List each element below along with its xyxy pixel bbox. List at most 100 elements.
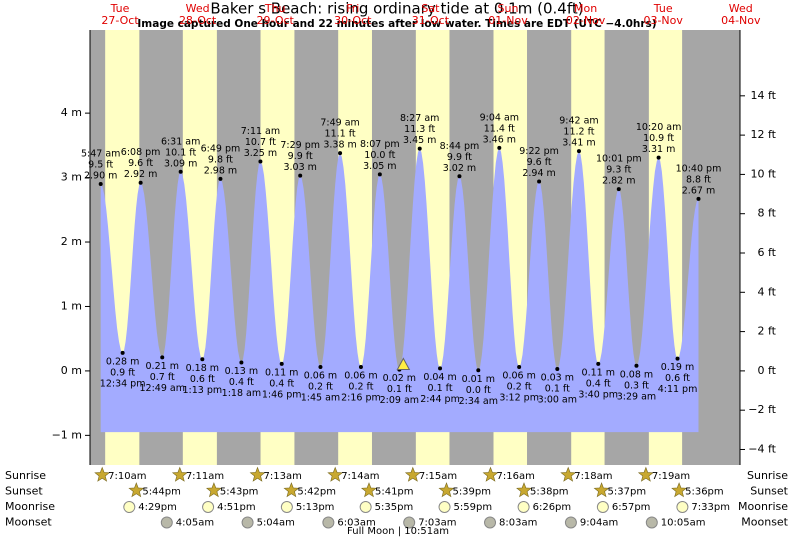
high-tide-label: 2.98 m [204,165,237,176]
sun-icon [206,482,222,498]
day-date: 01-Nov [488,14,528,27]
day-date: 31-Oct [412,14,450,27]
day-weekday: Tue [653,2,673,15]
day-date: 03-Nov [643,14,683,27]
moon-icon [676,501,689,513]
low-tide-point [555,366,560,371]
day-date: 30-Oct [334,14,372,27]
high-tide-label: 3.38 m [323,140,356,151]
event-time: 4:05am [176,518,214,529]
event-time: 5:13pm [296,502,335,513]
moon-icon [202,501,215,513]
y2-tick-label: 0 ft [758,364,777,377]
y2-tick-label: 2 ft [758,325,777,338]
low-tide-label: 2:16 pm [341,393,381,404]
low-tide-label: 0.3 ft [624,380,649,391]
y-tick-label: 2 m [61,235,82,248]
event-time: 7:15am [419,471,457,482]
low-tide-label: 2:34 am [459,396,498,407]
low-tide-label: 0.2 ft [507,382,532,393]
y2-tick-label: 14 ft [751,89,777,102]
high-tide-point [616,187,621,192]
low-tide-point [596,361,601,366]
high-tide-point [377,172,382,177]
low-tide-label: 3:29 am [617,391,656,402]
high-tide-point [656,155,661,160]
high-tide-label: 3.05 m [363,161,396,172]
high-tide-label: 2.94 m [522,168,555,179]
high-tide-label: 10.1 ft [165,147,196,158]
low-tide-label: 0.0 ft [466,385,491,396]
day-weekday: Wed [729,2,753,15]
high-tide-point [218,176,223,181]
high-tide-label: 10:40 pm [676,163,722,174]
moon-icon [123,501,136,513]
low-tide-label: 0.6 ft [190,374,215,385]
low-tide-point [634,363,639,368]
low-tide-label: 12:34 pm [100,378,146,389]
high-tide-point [537,179,542,184]
high-tide-label: 3.45 m [403,135,436,146]
high-tide-label: 11.2 ft [563,127,594,138]
day-date: 29-Oct [257,14,295,27]
sun-icon [560,466,577,482]
event-time: 5:59pm [454,502,493,513]
y2-tick-label: −2 ft [748,403,776,416]
low-tide-label: 0.04 m [423,372,456,383]
high-tide-label: 2.82 m [602,176,635,187]
high-tide-label: 3.03 m [283,162,316,173]
day-weekday: Sun [498,2,519,15]
high-tide-point [98,182,103,187]
chart-subtitle: Image captured One hour and 22 minutes a… [137,18,656,30]
high-tide-label: 3.02 m [443,163,476,174]
low-tide-label: 0.2 ft [348,382,373,393]
event-time: 9:04am [580,518,618,529]
sun-icon [361,482,377,498]
low-tide-label: 0.1 ft [387,384,412,395]
moon-icon [517,501,530,513]
high-tide-label: 9:04 am [480,112,519,123]
event-time: 7:14am [341,471,379,482]
tide-area [100,147,699,433]
event-time: 7:33pm [691,502,730,513]
low-tide-point [438,366,443,371]
event-time: 6:26pm [533,502,572,513]
event-time: 8:03am [499,518,537,529]
low-tide-label: 0.21 m [146,361,179,372]
moon-icon [160,516,173,529]
low-tide-label: 4:11 pm [658,384,698,395]
low-tide-label: 0.11 m [265,367,298,378]
high-tide-point [576,149,581,154]
high-tide-label: 7:11 am [241,126,280,137]
low-tide-label: 3:12 pm [499,393,539,404]
low-tide-label: 2:44 pm [420,394,460,405]
high-tide-label: 8:07 pm [360,139,400,150]
high-tide-label: 9.6 ft [128,158,153,169]
event-time: 7:10am [108,471,146,482]
sun-icon [671,482,687,498]
high-tide-point [178,169,183,174]
low-tide-label: 1:45 am [301,393,340,404]
low-tide-point [517,365,522,370]
day-date: 28-Oct [179,14,217,27]
low-tide-point [358,365,363,370]
event-time: 5:37pm [608,487,647,498]
moon-icon [645,516,658,529]
event-time: 5:04am [257,518,295,529]
high-tide-label: 6:31 am [161,136,200,147]
low-tide-label: 0.4 ft [269,378,294,389]
low-tide-label: 0.02 m [383,373,416,384]
moon-icon [596,501,609,513]
high-tide-label: 3.46 m [483,134,516,145]
event-time: 5:44pm [142,487,181,498]
high-tide-label: 9:22 pm [519,146,559,157]
sun-icon [128,482,145,498]
sun-icon [249,466,266,482]
y2-tick-label: 10 ft [751,167,777,180]
full-moon-label: Full Moon | 10:51am [347,526,449,537]
event-time: 7:13am [264,471,302,482]
sun-icon [171,466,188,482]
low-tide-label: 0.06 m [304,371,337,382]
day-weekday: Sat [421,2,440,15]
high-tide-label: 10:20 am [636,122,681,133]
